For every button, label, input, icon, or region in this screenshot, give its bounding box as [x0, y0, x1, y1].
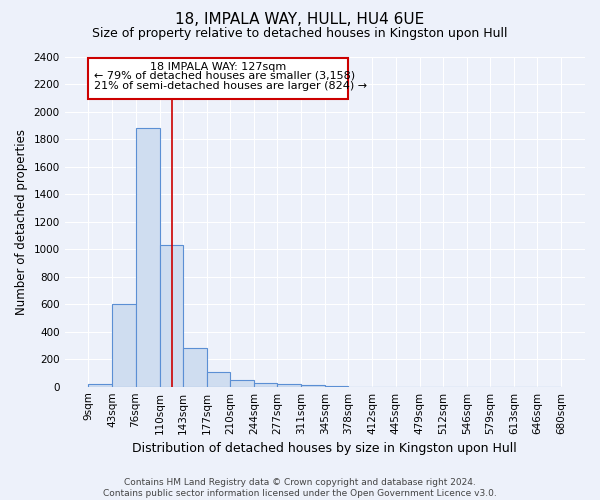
Text: ← 79% of detached houses are smaller (3,158): ← 79% of detached houses are smaller (3,…: [94, 71, 355, 81]
Bar: [112, 304, 136, 386]
Y-axis label: Number of detached properties: Number of detached properties: [15, 128, 28, 314]
Bar: [277, 384, 301, 386]
Bar: [136, 128, 160, 386]
X-axis label: Distribution of detached houses by size in Kingston upon Hull: Distribution of detached houses by size …: [133, 442, 517, 455]
Bar: [301, 384, 325, 386]
Bar: [88, 384, 112, 386]
Text: 18, IMPALA WAY, HULL, HU4 6UE: 18, IMPALA WAY, HULL, HU4 6UE: [175, 12, 425, 28]
Text: 21% of semi-detached houses are larger (824) →: 21% of semi-detached houses are larger (…: [94, 80, 367, 90]
Text: Contains HM Land Registry data © Crown copyright and database right 2024.
Contai: Contains HM Land Registry data © Crown c…: [103, 478, 497, 498]
Text: Size of property relative to detached houses in Kingston upon Hull: Size of property relative to detached ho…: [92, 28, 508, 40]
Text: 18 IMPALA WAY: 127sqm: 18 IMPALA WAY: 127sqm: [150, 62, 287, 72]
Bar: [160, 245, 183, 386]
Bar: [183, 348, 207, 387]
Bar: [254, 383, 277, 386]
FancyBboxPatch shape: [88, 58, 349, 99]
Bar: [207, 372, 230, 386]
Bar: [230, 380, 254, 386]
